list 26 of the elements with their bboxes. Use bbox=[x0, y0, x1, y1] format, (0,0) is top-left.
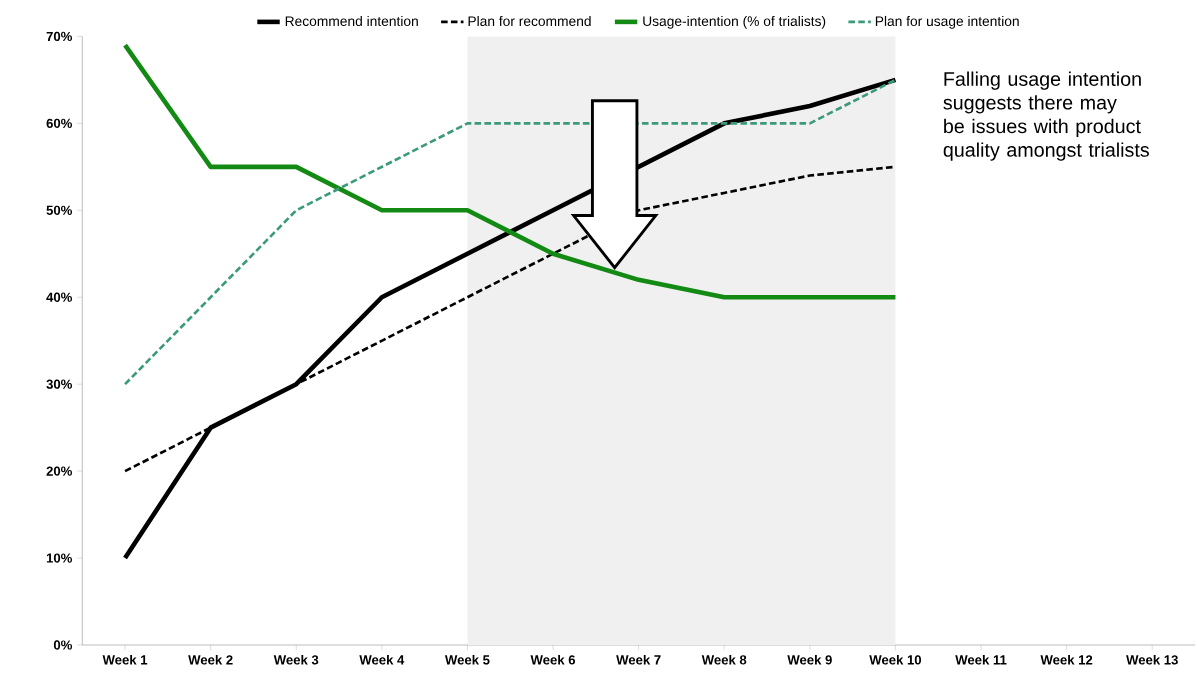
annotation: Falling usage intention suggests there may be issues with product quality amongst trialists bbox=[943, 71, 1149, 161]
y-tick-label: 70% bbox=[46, 31, 73, 41]
x-tick-label: Week 1 bbox=[102, 654, 148, 665]
y-tick-label: 60% bbox=[46, 118, 73, 128]
x-tick-label: Week 8 bbox=[701, 654, 747, 665]
y-tick-label: 50% bbox=[46, 205, 73, 215]
y-tick-label: 20% bbox=[46, 466, 73, 476]
x-tick-label: Week 5 bbox=[444, 654, 490, 665]
legend-label: Plan for usage intention bbox=[875, 15, 1019, 29]
legend-label: Usage-intention (% of trialists) bbox=[643, 15, 826, 29]
x-tick-label: Week 11 bbox=[955, 654, 1007, 665]
x-tick-label: Week 2 bbox=[188, 654, 233, 665]
x-tick-label: Week 10 bbox=[869, 654, 922, 665]
y-tick-label: 10% bbox=[46, 553, 73, 563]
legend-label: Plan for recommend bbox=[468, 15, 591, 26]
y-tick-label: 40% bbox=[46, 292, 73, 302]
y-tick-label: 30% bbox=[46, 379, 73, 389]
legend-label: Recommend intention bbox=[285, 15, 418, 26]
x-tick-label: Week 7 bbox=[616, 654, 661, 665]
y-tick-label: 0% bbox=[53, 640, 73, 650]
x-tick-label: Week 12 bbox=[1040, 654, 1093, 665]
x-tick-label: Week 3 bbox=[273, 654, 319, 665]
x-tick-label: Week 9 bbox=[787, 654, 832, 665]
x-tick-label: Week 6 bbox=[530, 654, 576, 665]
x-tick-label: Week 13 bbox=[1126, 654, 1178, 665]
x-tick-label: Week 4 bbox=[359, 654, 405, 665]
